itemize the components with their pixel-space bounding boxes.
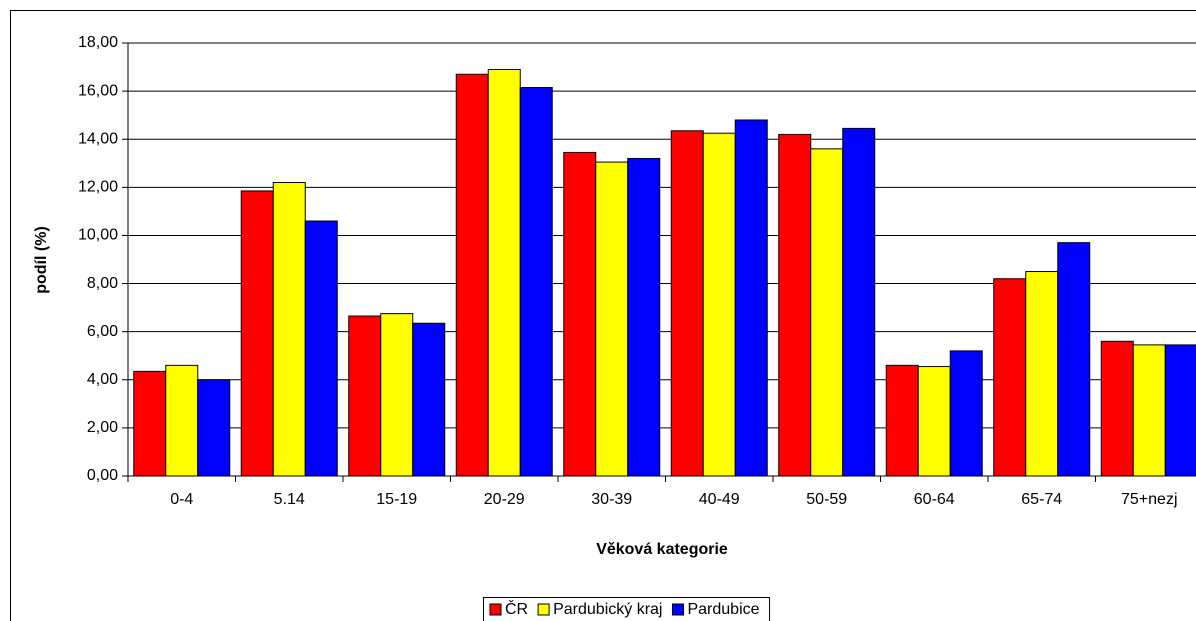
bar — [1100, 340, 1134, 477]
bar — [455, 73, 489, 477]
bar — [563, 151, 597, 477]
y-tick-label: 16,00 — [78, 82, 118, 99]
x-tick-label: 50-59 — [806, 491, 847, 508]
bar — [304, 220, 338, 477]
y-tick-label: 18,00 — [78, 34, 118, 51]
bar — [1132, 344, 1166, 477]
legend-label: Pardubický kraj — [553, 601, 662, 618]
bar — [842, 127, 876, 477]
bar — [778, 133, 812, 477]
bar — [885, 364, 919, 477]
x-tick-label: 65-74 — [1021, 491, 1062, 508]
y-tick-label: 4,00 — [87, 371, 118, 388]
legend-swatch — [537, 603, 550, 616]
x-axis-label: Věková kategorie — [596, 541, 728, 558]
y-tick-label: 10,00 — [78, 227, 118, 244]
y-tick-label: 2,00 — [87, 419, 118, 436]
bar — [1057, 242, 1091, 477]
x-tick-label: 60-64 — [914, 491, 955, 508]
y-tick-label: 12,00 — [78, 179, 118, 196]
x-tick-label: 15-19 — [376, 491, 417, 508]
legend-box — [483, 597, 771, 621]
y-tick-label: 6,00 — [87, 323, 118, 340]
bar — [1025, 271, 1059, 477]
bar — [348, 315, 382, 477]
legend-swatch — [671, 603, 684, 616]
legend-swatch — [489, 603, 502, 616]
bar — [1164, 344, 1196, 477]
y-tick-label: 14,00 — [78, 130, 118, 147]
y-tick-label: 8,00 — [87, 275, 118, 292]
bar — [810, 148, 844, 477]
bar — [165, 364, 199, 477]
bar — [734, 119, 768, 477]
bar — [949, 350, 983, 477]
bar — [702, 132, 736, 477]
bar — [487, 68, 521, 477]
legend-label: Pardubice — [687, 601, 759, 618]
bar — [197, 379, 231, 477]
x-tick-label: 40-49 — [699, 491, 740, 508]
x-tick-label: 0-4 — [170, 491, 193, 508]
x-tick-label: 30-39 — [591, 491, 632, 508]
bar — [993, 278, 1027, 477]
chart-border — [10, 10, 1196, 621]
x-tick-label: 20-29 — [484, 491, 525, 508]
y-axis-label: podíl (%) — [33, 226, 50, 294]
bar — [272, 182, 306, 477]
bar — [380, 313, 414, 477]
legend-label: ČR — [505, 599, 528, 618]
bar — [519, 87, 553, 477]
legend: ČR Pardubický kraj Pardubice — [483, 597, 771, 621]
bar — [595, 161, 629, 477]
bar — [240, 190, 274, 477]
bar — [133, 370, 167, 477]
bar — [670, 130, 704, 477]
y-tick-label: 0,00 — [87, 467, 118, 484]
x-tick-label: 5.14 — [274, 491, 305, 508]
bar — [627, 157, 661, 477]
x-tick-label: 75+nezj — [1121, 491, 1178, 508]
bar — [412, 322, 446, 477]
bar — [917, 366, 951, 477]
